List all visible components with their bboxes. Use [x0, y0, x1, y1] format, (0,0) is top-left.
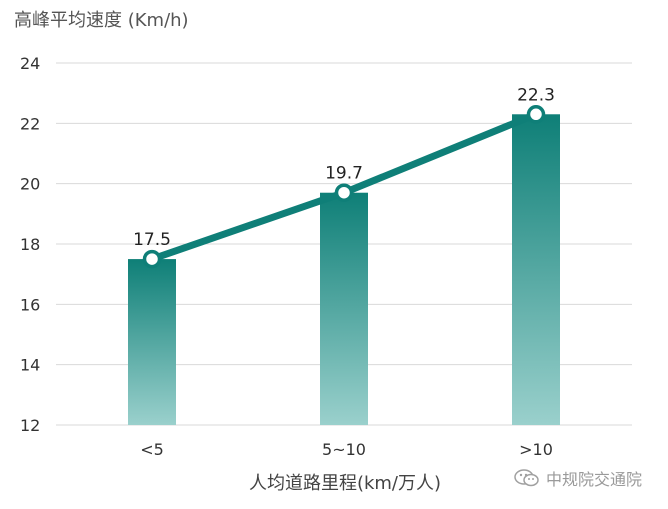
wechat-icon	[514, 469, 539, 487]
bars	[128, 114, 560, 426]
x-tick-label: 5~10	[322, 440, 366, 459]
data-point	[334, 183, 354, 202]
x-axis-label: 人均道路里程(km/万人)	[248, 473, 442, 494]
y-tick-label: 16	[20, 295, 40, 314]
y-tick-label: 24	[20, 54, 40, 73]
watermark: 中规院交通院	[514, 466, 642, 490]
data-label: 22.3	[517, 85, 555, 105]
y-tick-label: 18	[20, 235, 40, 254]
data-labels: 17.5 19.7 22.3	[133, 85, 555, 250]
bar	[320, 192, 368, 425]
data-label: 19.7	[325, 164, 363, 184]
data-point	[142, 249, 162, 269]
watermark-text: 中规院交通院	[545, 470, 642, 489]
x-tick-label: <5	[140, 440, 164, 459]
y-tick-label: 14	[20, 356, 40, 375]
y-tick-label: 20	[20, 175, 40, 194]
data-label: 17.5	[133, 230, 171, 250]
x-tick-labels: <5 5~10 >10	[140, 440, 553, 459]
y-tick-label: 22	[20, 114, 40, 133]
y-axis-label: 高峰平均速度 (Km/h)	[14, 10, 189, 31]
bar	[128, 259, 176, 425]
bar	[512, 114, 560, 426]
x-tick-label: >10	[519, 440, 553, 459]
y-tick-label: 12	[20, 416, 40, 435]
data-point	[526, 105, 546, 124]
points	[142, 105, 546, 269]
y-tick-labels: 12 14 16 18 20 22 24	[20, 54, 40, 435]
